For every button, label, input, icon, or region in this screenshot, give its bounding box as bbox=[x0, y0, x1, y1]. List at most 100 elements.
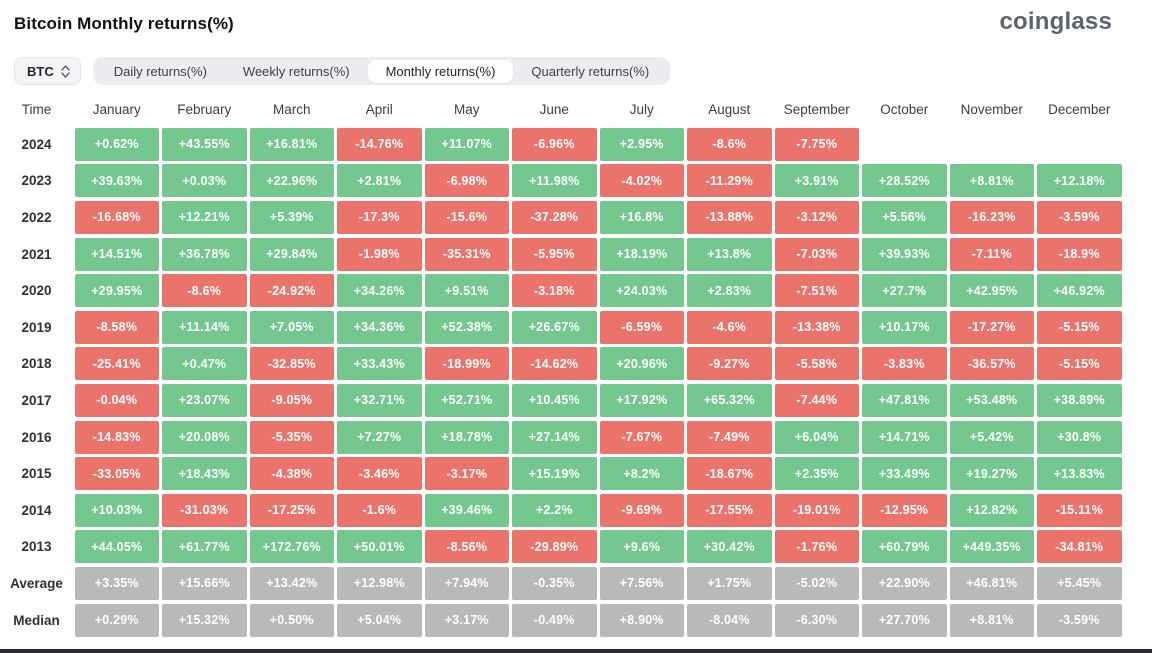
return-cell: -37.28% bbox=[512, 200, 597, 234]
tab-quarterly-returns[interactable]: Quarterly returns(%) bbox=[531, 63, 650, 79]
row-label: 2015 bbox=[21, 466, 52, 482]
return-cell: -0.04% bbox=[74, 383, 159, 417]
return-cell: -7.75% bbox=[774, 127, 859, 161]
return-cell: -7.11% bbox=[949, 237, 1034, 271]
return-cell: -11.29% bbox=[687, 164, 772, 198]
return-cell: +2.35% bbox=[774, 457, 859, 491]
return-cell: -3.46% bbox=[337, 457, 422, 491]
return-cell: -6.59% bbox=[599, 310, 684, 344]
table-row-2022: 2022 -16.68% +12.21% +5.39% -17.3% -15.6% -37.… bbox=[0, 199, 1152, 236]
return-cell: -29.89% bbox=[512, 530, 597, 564]
return-cell: +47.81% bbox=[862, 383, 947, 417]
return-cell: +7.05% bbox=[249, 310, 334, 344]
return-cell: -1.76% bbox=[774, 530, 859, 564]
return-cell: -9.69% bbox=[599, 493, 684, 527]
return-cell: +172.76% bbox=[249, 530, 334, 564]
return-cell: +38.89% bbox=[1037, 383, 1122, 417]
return-cell: +11.98% bbox=[512, 164, 597, 198]
page-title: Bitcoin Monthly returns(%) bbox=[14, 14, 234, 33]
return-cell: -17.25% bbox=[249, 493, 334, 527]
return-cell: +32.71% bbox=[337, 383, 422, 417]
return-cell: -17.27% bbox=[949, 310, 1034, 344]
return-cell: -19.01% bbox=[774, 493, 859, 527]
return-cell: -9.05% bbox=[249, 383, 334, 417]
return-cell: +2.81% bbox=[337, 164, 422, 198]
return-cell: -0.35% bbox=[512, 566, 597, 600]
return-cell: +18.19% bbox=[599, 237, 684, 271]
return-cell: -3.59% bbox=[1037, 603, 1122, 637]
return-cell: -15.11% bbox=[1037, 493, 1122, 527]
return-cell: +39.93% bbox=[862, 237, 947, 271]
table-row-2016: 2016 -14.83% +20.08% -5.35% +7.27% +18.78% +27… bbox=[0, 419, 1152, 456]
return-cell: +15.32% bbox=[162, 603, 247, 637]
tab-daily-returns[interactable]: Daily returns(%) bbox=[113, 63, 207, 79]
return-cell: +5.56% bbox=[862, 200, 947, 234]
return-cell: +1.75% bbox=[687, 566, 772, 600]
return-cell: -18.99% bbox=[424, 347, 509, 381]
return-cell: -4.6% bbox=[687, 310, 772, 344]
return-cell: +3.35% bbox=[74, 566, 159, 600]
return-cell: +61.77% bbox=[162, 530, 247, 564]
return-cell: -31.03% bbox=[162, 493, 247, 527]
return-cell: +53.48% bbox=[949, 383, 1034, 417]
table-body: 2024 +0.62% +43.55% +16.81% -14.76% +11.07% -6… bbox=[0, 126, 1152, 638]
return-cell: +2.2% bbox=[512, 493, 597, 527]
return-cell: +11.14% bbox=[162, 310, 247, 344]
return-cell: +46.92% bbox=[1037, 274, 1122, 308]
return-cell: -5.35% bbox=[249, 420, 334, 454]
return-cell: +16.81% bbox=[249, 127, 334, 161]
return-cell: -3.59% bbox=[1037, 200, 1122, 234]
return-cell: +22.90% bbox=[862, 566, 947, 600]
row-label: 2022 bbox=[21, 209, 52, 225]
return-cell: +52.71% bbox=[424, 383, 509, 417]
return-cell bbox=[1037, 128, 1122, 161]
return-cell: +27.14% bbox=[512, 420, 597, 454]
return-cell: +0.62% bbox=[74, 127, 159, 161]
return-cell: -12.95% bbox=[862, 493, 947, 527]
return-cell: +10.45% bbox=[512, 383, 597, 417]
return-cell: +36.78% bbox=[162, 237, 247, 271]
table-row-2024: 2024 +0.62% +43.55% +16.81% -14.76% +11.07% -6… bbox=[0, 126, 1152, 163]
return-cell: +9.6% bbox=[599, 530, 684, 564]
return-cell: +18.78% bbox=[424, 420, 509, 454]
page-header: Bitcoin Monthly returns(%) coinglass bbox=[0, 0, 1152, 50]
column-header-march: March bbox=[272, 101, 311, 117]
return-cell: -14.76% bbox=[337, 127, 422, 161]
return-cell: +14.71% bbox=[862, 420, 947, 454]
controls-bar: BTC Daily returns(%) Weekly returns(%) Mon… bbox=[0, 56, 1152, 86]
return-cell: +50.01% bbox=[337, 530, 422, 564]
return-cell: -0.49% bbox=[512, 603, 597, 637]
return-cell: +0.50% bbox=[249, 603, 334, 637]
return-cell: +26.67% bbox=[512, 310, 597, 344]
return-cell: +23.07% bbox=[162, 383, 247, 417]
return-cell: +29.95% bbox=[74, 274, 159, 308]
return-cell: -5.15% bbox=[1037, 347, 1122, 381]
row-label: 2024 bbox=[21, 136, 52, 152]
tab-monthly-returns[interactable]: Monthly returns(%) bbox=[367, 59, 514, 83]
return-cell: -5.15% bbox=[1037, 310, 1122, 344]
table-row-2017: 2017 -0.04% +23.07% -9.05% +32.71% +52.71% +10… bbox=[0, 382, 1152, 419]
return-cell: +7.94% bbox=[424, 566, 509, 600]
return-cell: -16.23% bbox=[949, 200, 1034, 234]
row-label: 2018 bbox=[21, 356, 52, 372]
return-cell: -33.05% bbox=[74, 457, 159, 491]
tab-weekly-returns[interactable]: Weekly returns(%) bbox=[242, 63, 350, 79]
return-cell: -1.6% bbox=[337, 493, 422, 527]
return-cell: +34.36% bbox=[337, 310, 422, 344]
table-header-row: Time January February March April May June July… bbox=[0, 94, 1152, 124]
return-cell: +29.84% bbox=[249, 237, 334, 271]
return-cell: -3.12% bbox=[774, 200, 859, 234]
return-cell: +27.70% bbox=[862, 603, 947, 637]
return-cell: -13.88% bbox=[687, 200, 772, 234]
return-cell: -8.56% bbox=[424, 530, 509, 564]
returns-table: Time January February March April May June July… bbox=[0, 94, 1152, 638]
return-cell: +2.95% bbox=[599, 127, 684, 161]
row-label: 2020 bbox=[21, 283, 52, 299]
column-header-time: Time bbox=[21, 101, 52, 117]
return-cell: +33.49% bbox=[862, 457, 947, 491]
return-cell: +33.43% bbox=[337, 347, 422, 381]
symbol-select[interactable]: BTC bbox=[14, 57, 81, 85]
return-cell: -18.67% bbox=[687, 457, 772, 491]
return-cell bbox=[950, 128, 1035, 161]
coinglass-logo[interactable]: coinglass bbox=[999, 8, 1112, 35]
